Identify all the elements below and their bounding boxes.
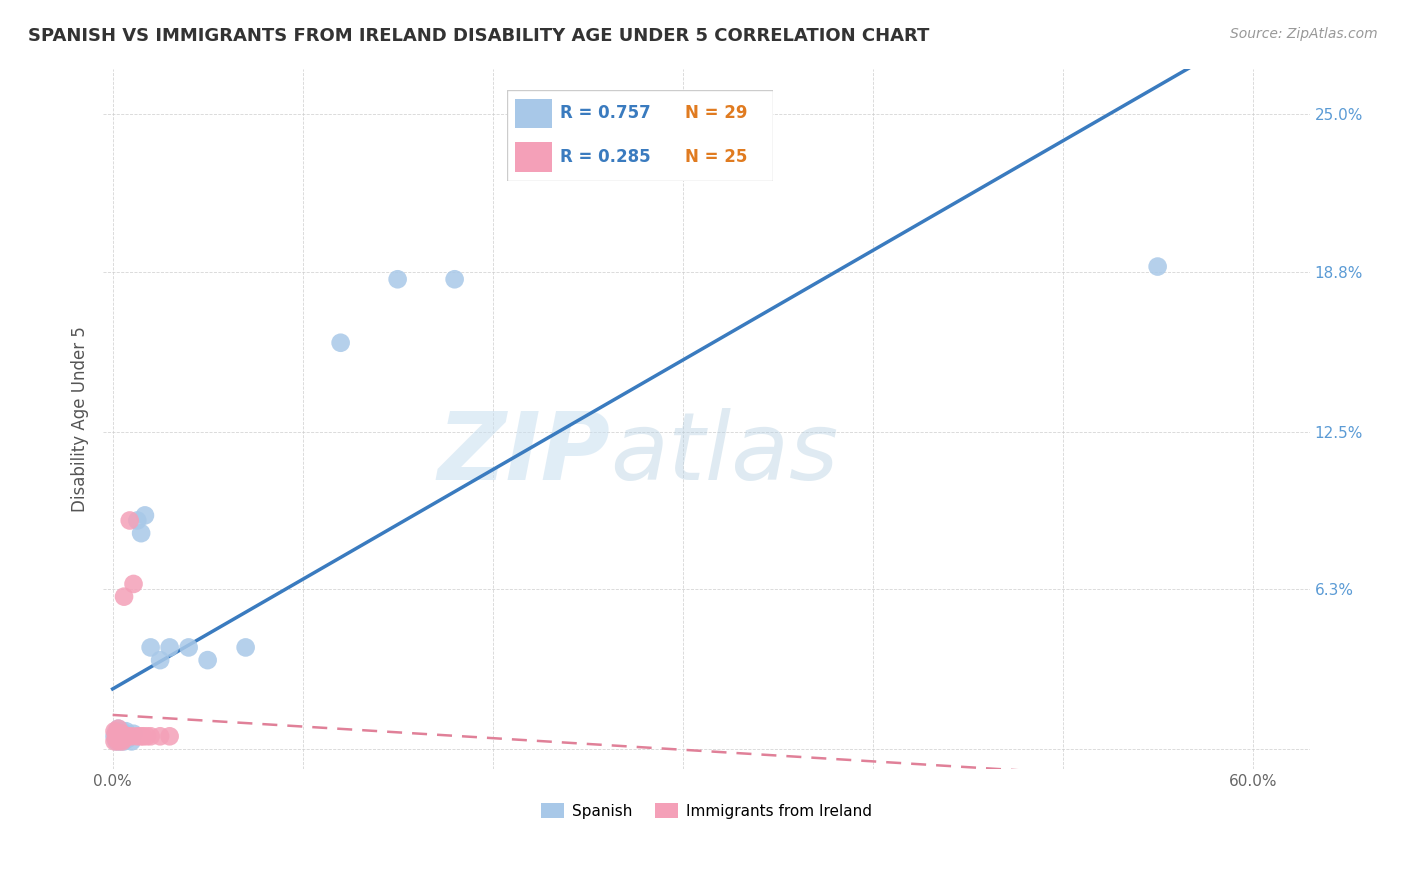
Point bbox=[103, 724, 125, 739]
Point bbox=[107, 734, 129, 748]
Point bbox=[107, 727, 129, 741]
Point bbox=[105, 724, 128, 739]
Point bbox=[117, 729, 139, 743]
Point bbox=[122, 727, 145, 741]
Point bbox=[139, 640, 162, 655]
Point bbox=[105, 734, 128, 748]
Point bbox=[159, 729, 181, 743]
Point bbox=[103, 729, 125, 743]
Y-axis label: Disability Age Under 5: Disability Age Under 5 bbox=[72, 326, 89, 512]
Point bbox=[118, 513, 141, 527]
Point bbox=[127, 513, 149, 527]
Text: Source: ZipAtlas.com: Source: ZipAtlas.com bbox=[1230, 27, 1378, 41]
Point bbox=[110, 734, 132, 748]
Point bbox=[118, 729, 141, 743]
Point bbox=[149, 729, 172, 743]
Point bbox=[117, 731, 139, 746]
Point bbox=[121, 729, 143, 743]
Point bbox=[115, 731, 138, 746]
Point bbox=[105, 727, 128, 741]
Point bbox=[129, 729, 152, 743]
Point bbox=[110, 727, 132, 741]
Point bbox=[107, 722, 129, 736]
Text: SPANISH VS IMMIGRANTS FROM IRELAND DISABILITY AGE UNDER 5 CORRELATION CHART: SPANISH VS IMMIGRANTS FROM IRELAND DISAB… bbox=[28, 27, 929, 45]
Point bbox=[107, 731, 129, 746]
Point bbox=[110, 731, 132, 746]
Point bbox=[1146, 260, 1168, 274]
Point bbox=[122, 577, 145, 591]
Point bbox=[121, 734, 143, 748]
Point bbox=[111, 731, 134, 746]
Point bbox=[112, 727, 135, 741]
Point bbox=[177, 640, 200, 655]
Point bbox=[134, 508, 156, 523]
Point bbox=[132, 729, 155, 743]
Point bbox=[111, 724, 134, 739]
Point bbox=[149, 653, 172, 667]
Point bbox=[159, 640, 181, 655]
Point bbox=[443, 272, 465, 286]
Point bbox=[235, 640, 257, 655]
Point bbox=[329, 335, 352, 350]
Point bbox=[111, 727, 134, 741]
Point bbox=[110, 727, 132, 741]
Point bbox=[107, 722, 129, 736]
Legend: Spanish, Immigrants from Ireland: Spanish, Immigrants from Ireland bbox=[536, 797, 877, 825]
Text: ZIP: ZIP bbox=[437, 408, 610, 500]
Point bbox=[115, 724, 138, 739]
Point bbox=[197, 653, 219, 667]
Point bbox=[105, 731, 128, 746]
Point bbox=[112, 734, 135, 748]
Point bbox=[111, 734, 134, 748]
Point bbox=[129, 526, 152, 541]
Point bbox=[135, 729, 157, 743]
Point bbox=[387, 272, 409, 286]
Text: atlas: atlas bbox=[610, 409, 838, 500]
Point bbox=[115, 729, 138, 743]
Point bbox=[127, 729, 149, 743]
Point bbox=[112, 731, 135, 746]
Point bbox=[103, 734, 125, 748]
Point bbox=[139, 729, 162, 743]
Point bbox=[112, 590, 135, 604]
